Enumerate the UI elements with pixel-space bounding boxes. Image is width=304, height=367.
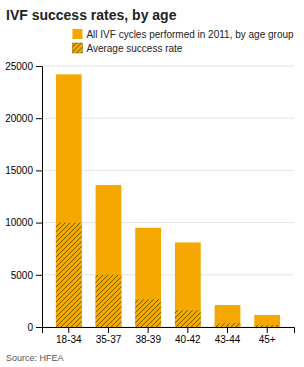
legend-swatch: [72, 43, 82, 53]
tick: 15000: [5, 165, 42, 176]
tick-label: 45+: [259, 334, 276, 345]
tick-mark: [267, 327, 268, 333]
tick-label: 40-42: [175, 334, 201, 345]
bar: [215, 323, 241, 327]
legend: All IVF cycles performed in 2011, by age…: [72, 29, 294, 54]
tick-label: 25000: [5, 61, 33, 72]
legend-swatch: [72, 29, 82, 39]
plot: 0 5000 10000 15000 20000 25000 18-34 35-37 38-39…: [5, 61, 294, 345]
bar: [215, 305, 241, 327]
bar-series: [56, 223, 280, 327]
bar: [96, 275, 122, 327]
legend-item: Average success rate: [72, 43, 182, 54]
bar: [254, 315, 280, 327]
bar: [96, 185, 122, 327]
tick-label: 10000: [5, 217, 33, 228]
tick-mark: [148, 327, 149, 333]
chart: 0 5000 10000 15000 20000 25000 18-34 35-37 38-39…: [0, 0, 304, 367]
tick: 10000: [5, 217, 42, 228]
tick-label: 18-34: [56, 334, 82, 345]
axis-line: [43, 328, 295, 334]
tick-label: 38-39: [135, 334, 161, 345]
bar: [175, 310, 201, 327]
tick-mark: [36, 66, 42, 67]
tick-mark: [36, 170, 42, 171]
grid: [42, 66, 294, 327]
axis-line: [36, 67, 43, 328]
bar: [135, 299, 161, 327]
tick-label: 35-37: [96, 334, 122, 345]
tick: 20000: [5, 113, 42, 124]
bar: [56, 74, 82, 327]
tick-mark: [187, 327, 188, 333]
title: IVF success rates, by age: [6, 7, 177, 23]
tick-label: 15000: [5, 165, 33, 176]
tick: 18-34: [56, 327, 82, 345]
tick: 40-42: [175, 327, 201, 345]
bar-series: [56, 74, 280, 327]
x-axis: 18-34 35-37 38-39 40-42 43-44 45+: [43, 327, 295, 345]
tick: 35-37: [96, 327, 122, 345]
grid-line: [42, 66, 294, 67]
legend-item: All IVF cycles performed in 2011, by age…: [72, 29, 294, 40]
tick: 45+: [259, 327, 276, 345]
legend-label: All IVF cycles performed in 2011, by age…: [86, 29, 294, 40]
y-axis: 0 5000 10000 15000 20000 25000: [5, 61, 42, 333]
tick-label: 43-44: [215, 334, 241, 345]
bar: [175, 242, 201, 327]
background: [0, 0, 304, 367]
legend-label: Average success rate: [86, 43, 182, 54]
tick: 5000: [11, 270, 42, 281]
bar: [56, 223, 82, 327]
bar: [135, 228, 161, 327]
bars: [56, 74, 280, 327]
tick-mark: [36, 223, 42, 224]
tick-mark: [68, 327, 69, 333]
tick-mark: [227, 327, 228, 333]
tick: 43-44: [215, 327, 241, 345]
tick-label: 20000: [5, 113, 33, 124]
tick: 0: [27, 322, 42, 333]
tick: 25000: [5, 61, 42, 72]
tick-label: 5000: [11, 270, 34, 281]
tick-mark: [108, 327, 109, 333]
tick-mark: [36, 275, 42, 276]
tick-label: 0: [27, 322, 33, 333]
tick-mark: [36, 327, 42, 328]
tick-mark: [36, 118, 42, 119]
tick: 38-39: [135, 327, 161, 345]
annotation: Source: HFEA: [6, 353, 64, 363]
bar: [254, 325, 280, 327]
